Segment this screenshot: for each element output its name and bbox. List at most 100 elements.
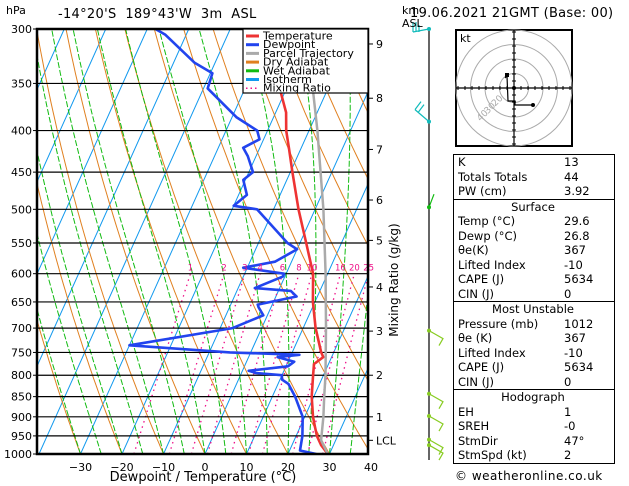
mixing-ratio-line <box>230 273 284 454</box>
dry-adiabat-line <box>37 29 164 454</box>
height-tick-label: 8 <box>376 92 383 105</box>
plot-frame <box>35 27 370 456</box>
indices-most-unstable: Most Unstable Pressure (mb) 1012 θe (K) 36… <box>453 301 615 389</box>
height-tick-label: 5 <box>376 234 383 247</box>
indices-hodograph: Hodograph EH 1 SREH -0 StmDir 47° StmSpd (k… <box>453 389 615 464</box>
hodograph-start-marker <box>505 73 509 77</box>
legend-box <box>242 28 369 94</box>
legend-label: Isotherm <box>263 73 312 86</box>
isotherm-line <box>246 182 368 454</box>
pressure-tick-label: 600 <box>11 268 32 281</box>
pressure-tick-label: 1000 <box>4 448 32 461</box>
indices-surface: Surface Temp (°C) 29.6 Dewp (°C) 26.8 θe(K… <box>453 198 615 301</box>
height-tick-label: 6 <box>376 194 383 207</box>
plot-border <box>35 27 370 456</box>
pressure-tick-label: 350 <box>11 77 32 90</box>
index-row: CAPE (J) 5634 <box>458 360 594 374</box>
temperature-tick-label: −10 <box>152 461 175 474</box>
mixing-ratio-axis-label: Mixing Ratio (g/kg) <box>387 223 401 336</box>
dewpoint-line <box>128 29 317 454</box>
index-row: CIN (J) 0 <box>458 374 572 389</box>
isotherm-line <box>329 367 368 454</box>
mixing-ratio-label: 2 <box>221 264 226 274</box>
wet-adiabat-line <box>37 231 102 454</box>
isotherm-line <box>287 275 368 454</box>
isotherm-line <box>204 90 368 454</box>
mixing-ratio-line <box>190 273 246 454</box>
pressure-tick-label: 950 <box>11 430 32 443</box>
height-tick-label: 2 <box>376 369 383 382</box>
isotherm-line <box>37 29 107 183</box>
index-row: EH 1 <box>458 404 572 419</box>
mixing-ratio-line <box>168 273 225 454</box>
isotherm-line <box>38 29 231 454</box>
mixing-ratio-line <box>247 273 300 454</box>
indices-top: K 13 Totals Totals 44 PW (cm) 3.92 <box>453 154 615 199</box>
index-row: PW (cm) 3.92 <box>458 184 590 198</box>
pressure-tick-label: 850 <box>11 391 32 404</box>
copyright-credit: © weatheronline.co.uk <box>455 469 603 483</box>
pressure-unit-label: hPa <box>6 4 26 17</box>
temperature-tick-label: 10 <box>240 461 254 474</box>
mixing-ratio-line <box>133 273 192 454</box>
wet-adiabat-line <box>37 148 123 454</box>
mixing-ratio-label: 16 <box>335 264 346 274</box>
index-row: CIN (J) 0 <box>458 286 572 301</box>
mixing-ratio-label: 3 <box>242 264 247 274</box>
wind-barb <box>428 444 444 461</box>
wind-barb <box>414 101 430 123</box>
temperature-line <box>255 29 329 454</box>
height-tick-label: 3 <box>376 325 383 338</box>
legend-label: Temperature <box>262 30 333 43</box>
section-title: Most Unstable <box>492 302 574 316</box>
temperature-axis: −30 −20 −10 0 10 20 30 40 <box>69 461 378 474</box>
mixing-ratio-line <box>206 273 261 454</box>
temperature-tick-label: 20 <box>281 461 295 474</box>
height-tick-label: 4 <box>376 281 383 294</box>
pressure-tick-label: 500 <box>11 203 32 216</box>
wet-adiabat-line <box>72 29 185 454</box>
index-row: Pressure (mb) 1012 <box>458 316 594 331</box>
pressure-tick-label: 650 <box>11 296 32 309</box>
datetime-title: 19.06.2021 21GMT (Base: 00) <box>410 6 614 21</box>
index-row: Totals Totals 44 <box>458 169 579 184</box>
height-tick-label: LCL <box>376 434 397 447</box>
section-title: Surface <box>511 199 555 214</box>
hodograph-unit-label: kt <box>460 32 471 45</box>
wind-barb-profile <box>412 22 444 461</box>
index-row: θe(K) 367 <box>458 243 586 257</box>
legend-label: Dewpoint <box>263 38 316 51</box>
legend-label: Dry Adiabat <box>263 56 329 69</box>
x-axis-label: Dewpoint / Temperature (°C) <box>110 470 297 485</box>
pressure-axis: 300 350 400 450 500 550 600 650 700 750 800 850 900 9… <box>4 23 37 461</box>
parcel-trajectory-line <box>312 93 329 454</box>
mixing-ratio-label: 20 <box>349 264 360 274</box>
mixing-ratio-label: 1 <box>188 264 193 274</box>
location-title: -14°20'S 189°43'W 3m ASL <box>58 7 257 22</box>
index-row: Dewp (°C) 26.8 <box>458 228 590 243</box>
mixing-ratio-line <box>292 273 342 454</box>
profile-series <box>128 29 329 454</box>
isotherm-line <box>37 29 65 91</box>
temperature-tick-label: −20 <box>110 461 133 474</box>
pressure-tick-label: 450 <box>11 166 32 179</box>
index-row: StmSpd (kt) 2 <box>458 448 572 462</box>
dry-adiabat-line <box>300 29 368 181</box>
pressure-tick-label: 700 <box>11 322 32 335</box>
height-unit-km: km <box>402 4 420 17</box>
index-row: Lifted Index -10 <box>458 345 583 360</box>
temperature-tick-label: 40 <box>364 461 378 474</box>
legend-label: Parcel Trajectory <box>263 47 354 60</box>
mixing-ratio-label: 10 <box>307 264 318 274</box>
wind-barb <box>412 22 430 33</box>
wet-adiabat-line <box>51 29 164 454</box>
wind-barb <box>428 439 444 455</box>
height-axis: 9 8 7 6 5 4 3 2 1 LCL <box>368 38 397 447</box>
dry-adiabat-line <box>37 318 81 454</box>
wind-barb <box>428 193 435 208</box>
wind-barb <box>428 330 444 346</box>
isotherm-line <box>80 29 273 454</box>
